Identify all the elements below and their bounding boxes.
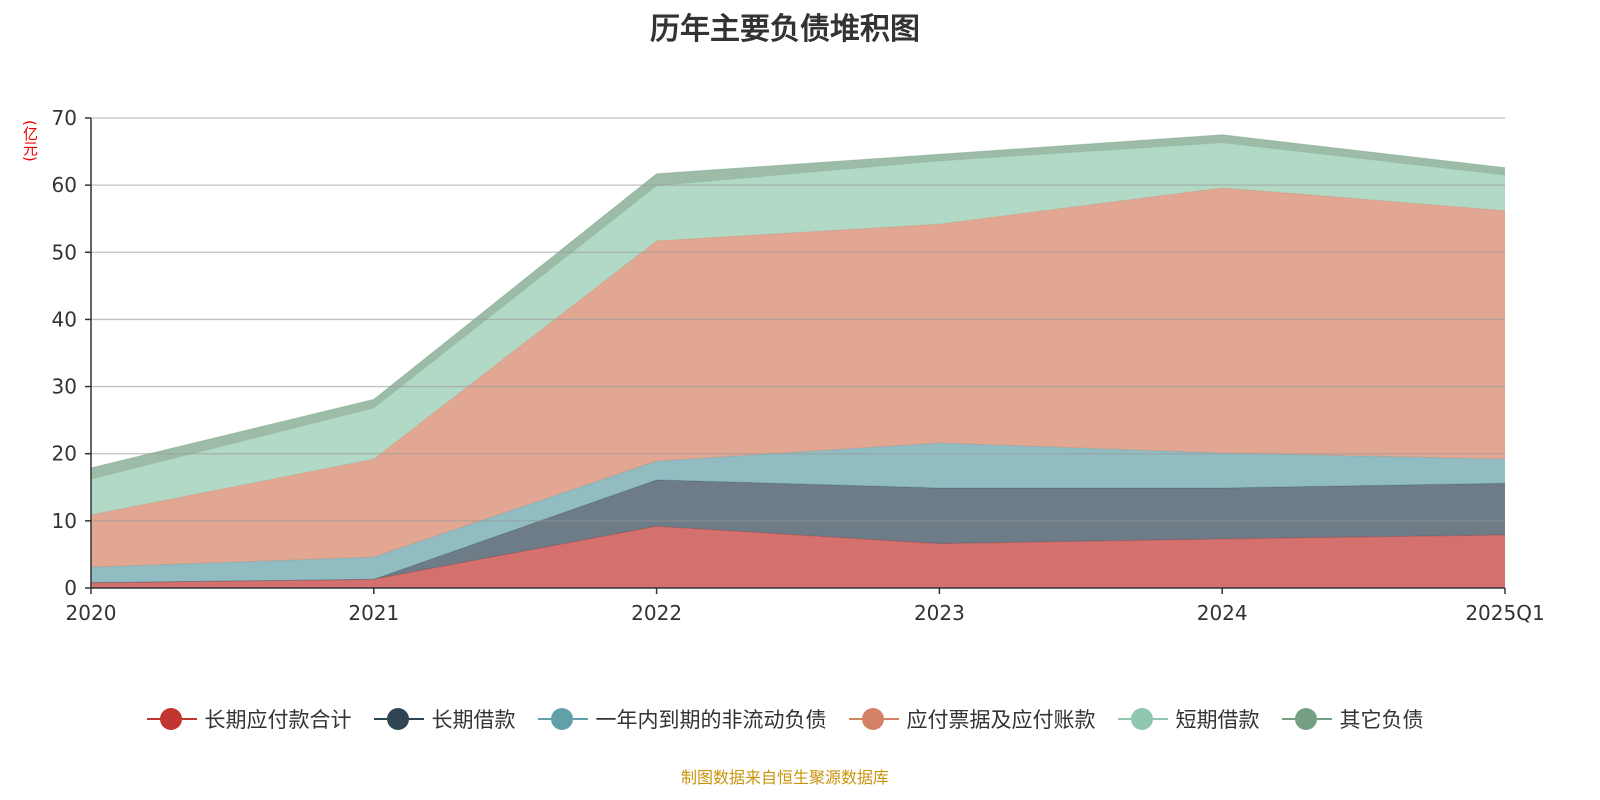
legend-label: 其它负债: [1339, 708, 1424, 732]
legend-label: 一年内到期的非流动负债: [595, 708, 827, 732]
area-series-4: [91, 142, 1505, 515]
legend-label: 长期借款: [431, 708, 516, 732]
y-tick-label: 60: [52, 173, 77, 197]
legend-item[interactable]: 应付票据及应付账款: [848, 704, 1096, 734]
legend-item[interactable]: 短期借款: [1117, 704, 1260, 734]
legend-marker-icon: [146, 707, 197, 731]
stacked-area-chart: 0 10 20 30 40 50 60 70 2020 2021 2022 2023 2024 2025Q…: [52, 106, 1545, 625]
legend-marker-icon: [1281, 707, 1332, 731]
y-tick-label: 40: [52, 307, 77, 331]
legend-item[interactable]: 长期应付款合计: [146, 704, 352, 734]
legend-marker-icon: [1117, 707, 1168, 731]
y-tick-label: 0: [64, 576, 77, 600]
legend-item[interactable]: 一年内到期的非流动负债: [537, 704, 827, 734]
area-series-0: [91, 526, 1505, 588]
legend-item[interactable]: 长期借款: [373, 704, 516, 734]
y-tick-label: 20: [52, 442, 77, 466]
legend-label: 应付票据及应付账款: [906, 708, 1096, 732]
area-series-3: [91, 187, 1505, 568]
area-series-1: [91, 479, 1505, 583]
y-axis-unit: (亿元): [21, 120, 39, 162]
x-tick-label: 2021: [348, 601, 399, 625]
legend-marker-icon: [373, 707, 424, 731]
area-series-2: [91, 442, 1505, 583]
legend-label: 长期应付款合计: [204, 708, 352, 732]
x-tick-label: 2023: [914, 601, 965, 625]
x-tick-label: 2020: [66, 601, 117, 625]
y-tick-label: 50: [52, 240, 77, 264]
x-tick-label: 2024: [1197, 601, 1248, 625]
legend-item[interactable]: 其它负债: [1281, 704, 1424, 734]
legend-label: 短期借款: [1175, 708, 1260, 732]
y-tick-label: 30: [52, 375, 77, 399]
y-tick-label: 70: [52, 106, 77, 130]
x-tick-label: 2025Q1: [1465, 601, 1544, 625]
x-tick-label: 2022: [631, 601, 682, 625]
legend-marker-icon: [537, 707, 588, 731]
data-source: 制图数据来自恒生聚源数据库: [680, 768, 889, 787]
y-tick-label: 10: [52, 509, 77, 533]
series-line-5: [90, 134, 1506, 469]
chart-title: 历年主要负债堆积图: [650, 12, 920, 47]
legend-marker-icon: [848, 707, 899, 731]
legend: 长期应付款合计 长期借款 一年内到期的非流动负债 应付票据及应付账款 短期借款 其它负债: [0, 704, 1570, 734]
